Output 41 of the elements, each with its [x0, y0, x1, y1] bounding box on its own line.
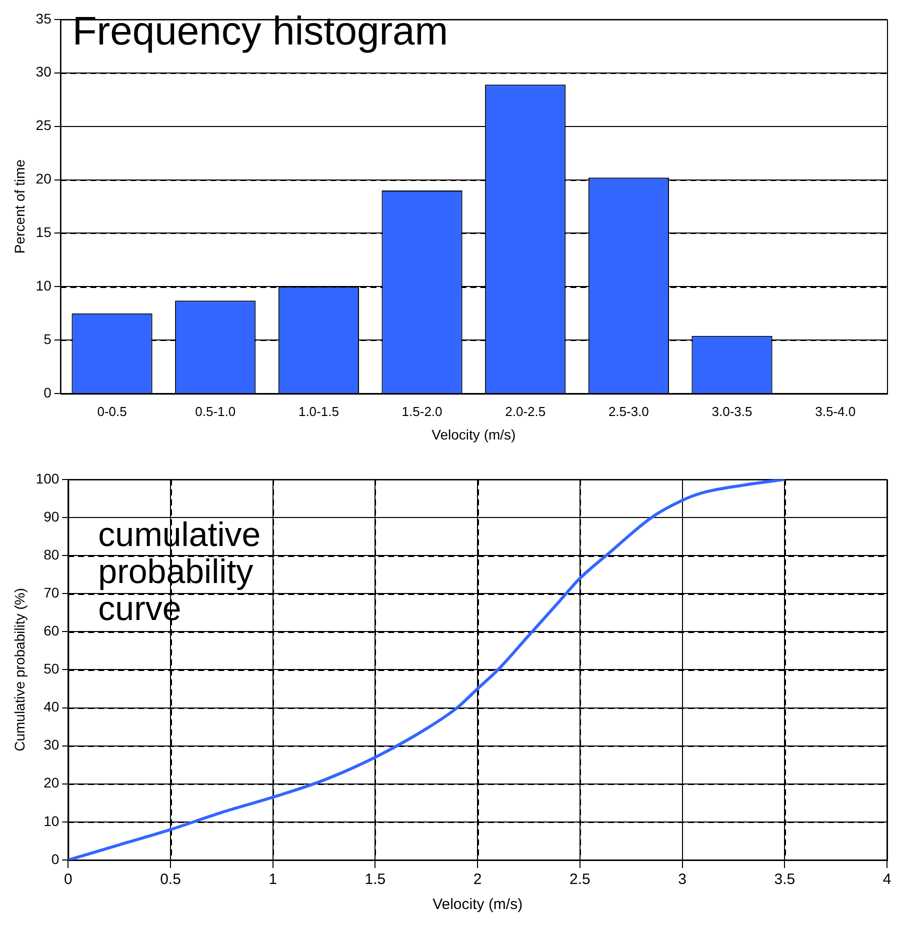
x-tick-label: 2.5 — [570, 871, 590, 888]
y-axis-title: Percent of time — [11, 159, 28, 254]
x-tick-label: 0.5 — [160, 871, 181, 888]
y-tick-label: 25 — [36, 117, 52, 134]
y-tick-label: 30 — [44, 736, 60, 753]
x-tick-label: 0.5-1.0 — [195, 404, 236, 419]
x-tick-label: 0-0.5 — [97, 404, 127, 419]
x-tick-label: 3.5-4.0 — [815, 404, 856, 419]
y-tick-label: 10 — [36, 278, 52, 294]
chart-title: Frequency histogram — [72, 9, 448, 54]
y-tick-label: 10 — [44, 812, 60, 829]
x-tick-label: 1 — [268, 871, 278, 888]
x-tick-label: 0 — [64, 871, 72, 888]
x-tick-label: 2.0-2.5 — [505, 404, 546, 419]
y-tick-label: 40 — [44, 698, 60, 715]
y-tick-label: 0 — [44, 384, 52, 400]
y-tick-label: 80 — [44, 546, 60, 562]
x-tick-label: 1.5 — [364, 871, 386, 888]
y-tick-label: 35 — [36, 10, 52, 26]
x-tick-label: 3.5 — [774, 871, 796, 888]
y-tick-label: 15 — [36, 224, 52, 240]
x-tick-label: 2 — [473, 871, 482, 888]
y-tick-label: 5 — [44, 331, 52, 347]
y-tick-label: 20 — [44, 774, 60, 791]
y-tick-label: 30 — [36, 64, 52, 80]
y-tick-label: 60 — [44, 622, 60, 638]
x-tick-label: 1.5-2.0 — [402, 404, 442, 419]
x-tick-label: 3.0-3.5 — [712, 404, 752, 419]
x-tick-label: 3 — [678, 871, 686, 888]
y-axis-title: Cumulative probability (%) — [11, 588, 28, 752]
y-tick-label: 20 — [36, 170, 52, 187]
y-tick-label: 50 — [44, 660, 60, 677]
x-tick-label: 1.0-1.5 — [298, 404, 339, 419]
y-tick-label: 90 — [44, 508, 60, 524]
x-tick-label: 4 — [882, 871, 892, 888]
x-tick-label: 2.5-3.0 — [608, 404, 649, 419]
y-tick-label: 0 — [51, 850, 60, 867]
x-axis-title: Velocity (m/s) — [432, 426, 516, 442]
y-tick-label: 70 — [44, 584, 60, 600]
y-tick-label: 100 — [36, 470, 60, 486]
x-axis-title: Velocity (m/s) — [432, 896, 523, 914]
